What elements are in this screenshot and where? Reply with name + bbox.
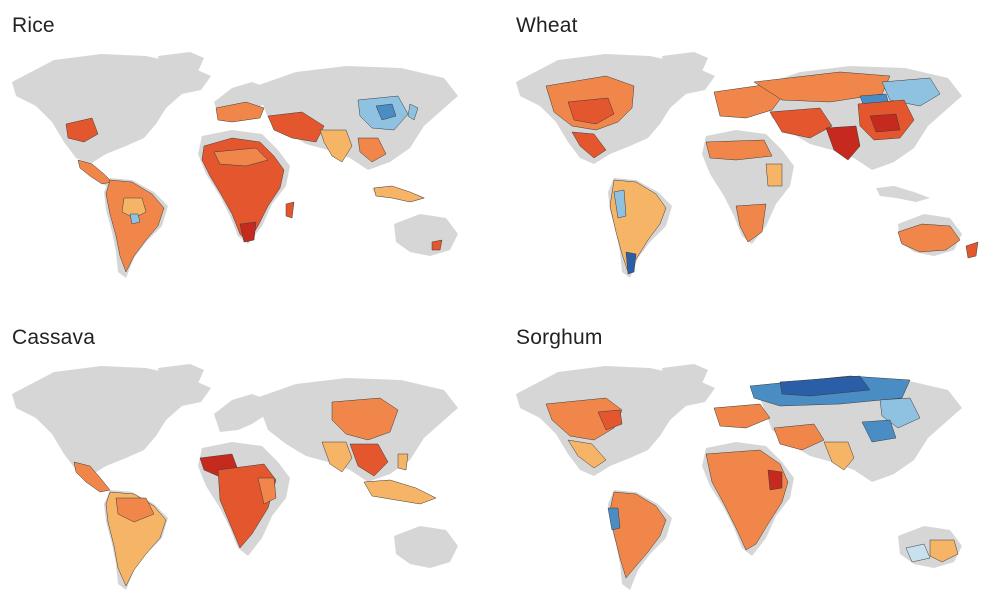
region-china-deep-blue [375, 103, 397, 121]
landmass-greenland [662, 52, 708, 82]
region-central-america [77, 159, 113, 185]
region-australia-blue [905, 543, 931, 563]
region-south-america [609, 491, 667, 579]
region-china-deep [869, 113, 901, 133]
landmass-north-america [12, 366, 211, 476]
map-rice [12, 52, 458, 278]
region-middle-east [773, 423, 825, 451]
region-russia [753, 71, 891, 103]
region-mexico [567, 439, 607, 469]
region-sa-blue [607, 507, 621, 531]
region-south-america [105, 179, 165, 273]
region-africa-sahel [213, 147, 269, 167]
landmass-north-america [12, 54, 211, 164]
region-mexico [571, 131, 607, 159]
landmass-asia [256, 66, 458, 170]
region-madagascar [285, 201, 295, 219]
panel-title-sorghum: Sorghum [516, 326, 603, 349]
panel-cassava: Cassava [6, 318, 486, 590]
region-us-east [597, 409, 623, 431]
region-india [319, 129, 353, 163]
landmass-greenland [158, 364, 204, 394]
region-central-america [73, 461, 111, 493]
region-japan [407, 103, 419, 121]
region-middle-east [769, 107, 833, 139]
region-india-deep [825, 125, 861, 161]
landmass-europe [214, 394, 268, 432]
region-africa-east [257, 477, 277, 505]
region-brazil-blue [129, 213, 141, 225]
panel-title-wheat: Wheat [516, 14, 578, 37]
region-east-africa-deep [767, 469, 783, 491]
region-china [331, 397, 399, 441]
landmass-greenland [158, 52, 204, 82]
region-andes-blue [613, 189, 627, 219]
region-philippines [397, 453, 409, 471]
region-indonesia [363, 479, 437, 505]
region-australia-se [431, 239, 443, 251]
region-australia [897, 223, 961, 253]
region-china-blue [861, 419, 897, 443]
region-east-africa [765, 163, 783, 187]
map-sorghum [516, 364, 962, 590]
landmass-greenland [662, 364, 708, 394]
landmass-australia [394, 526, 458, 568]
region-middle-east [267, 111, 325, 143]
region-india [321, 441, 353, 473]
map-wheat [516, 52, 979, 278]
region-se-asia [349, 443, 389, 477]
yield-change-overlay [65, 95, 443, 273]
panel-title-cassava: Cassava [12, 326, 96, 349]
region-indonesia [373, 185, 425, 203]
region-russia-deep-blue [779, 375, 871, 397]
panel-sorghum: Sorghum [510, 318, 990, 590]
panel-rice: Rice [6, 6, 486, 278]
yield-change-overlay [73, 397, 437, 587]
region-amazon [115, 497, 155, 523]
region-us-central [567, 97, 615, 125]
landmass-indonesia [876, 186, 930, 202]
region-patagonia [625, 251, 637, 275]
region-africa-north [705, 139, 773, 161]
yield-change-overlay [545, 375, 959, 579]
region-russia-east-blue [881, 77, 941, 107]
yield-change-overlay [545, 71, 979, 275]
panel-title-rice: Rice [12, 14, 55, 37]
region-new-zealand [965, 241, 979, 259]
landmass-australia [394, 214, 458, 256]
region-europe-mix [215, 101, 265, 123]
region-us-rice [65, 117, 99, 143]
region-africa-central [217, 463, 277, 549]
region-se-asia [357, 137, 387, 163]
region-africa [705, 449, 789, 551]
region-australia [929, 539, 959, 563]
region-brazil-light [121, 197, 147, 219]
region-north-america [545, 397, 623, 441]
region-europe [713, 403, 771, 429]
map-cassava [12, 364, 458, 590]
region-south-africa-dark [239, 221, 257, 243]
region-india [823, 441, 855, 471]
region-africa-south [735, 203, 767, 243]
panel-wheat: Wheat [510, 6, 990, 278]
